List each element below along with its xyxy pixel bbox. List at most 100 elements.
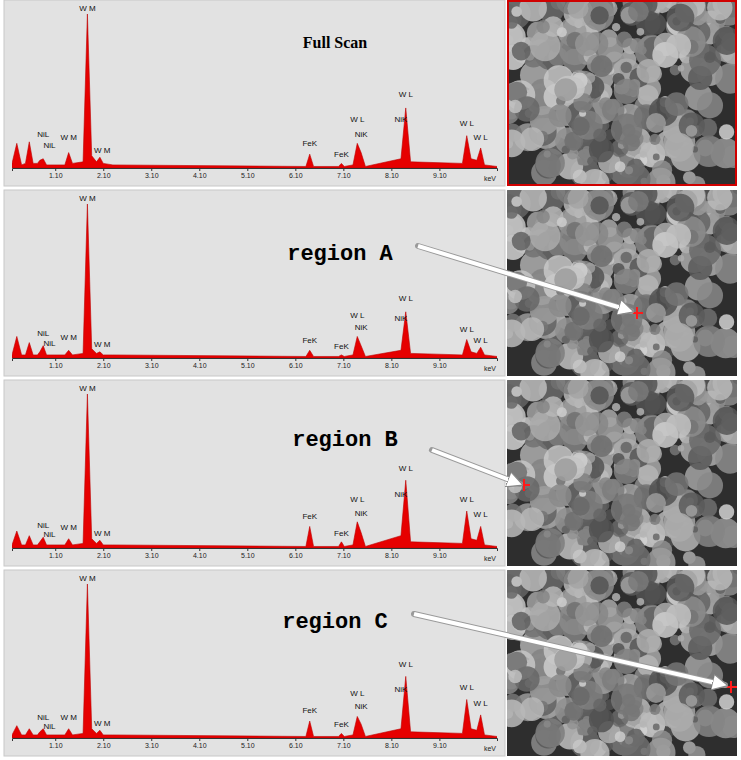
spectrum (12, 394, 497, 548)
micrograph-grain (667, 574, 695, 602)
panel: 1.102.103.104.105.106.107.108.109.10keVN… (4, 556, 741, 760)
micrograph-grain (638, 426, 647, 435)
micrograph-grain (688, 746, 705, 756)
micrograph-grain (507, 652, 527, 673)
peak-label: W L (350, 689, 365, 698)
x-axis-title: keV (484, 365, 496, 372)
micrograph-grain (697, 472, 723, 498)
micrograph-grain (593, 129, 606, 142)
spectrum (12, 584, 497, 738)
micrograph-grain (512, 232, 531, 251)
micrograph-grain (578, 158, 585, 165)
micrograph-grain (571, 687, 590, 706)
micrograph-grain (646, 493, 666, 513)
x-tick-label: 9.10 (433, 172, 447, 179)
micrograph-grain (578, 538, 585, 545)
x-tick-mark (151, 738, 152, 741)
micrograph-grain (508, 100, 522, 114)
micrograph-grain (715, 444, 737, 474)
peak-label: W M (94, 719, 111, 728)
x-axis-title: keV (484, 175, 496, 182)
micrograph-grain (611, 684, 642, 715)
micrograph-grain (520, 317, 544, 341)
peak-label: FeK (334, 720, 349, 729)
peak-label: W L (460, 119, 475, 128)
micrograph-grain (625, 546, 633, 554)
x-tick-label: 1.10 (49, 172, 63, 179)
micrograph-grain (621, 252, 632, 263)
x-tick-mark (295, 738, 296, 741)
x-tick-label: 6.10 (289, 362, 303, 369)
micrograph-grain (686, 125, 698, 137)
micrograph-grain (554, 78, 577, 101)
peak-label: NiL (37, 521, 50, 530)
micrograph-grain (713, 217, 737, 245)
figure: 1.102.103.104.105.106.107.108.109.10keVN… (0, 0, 741, 760)
probe-cross-line (636, 307, 638, 319)
micrograph-grain (715, 64, 737, 94)
x-tick: 8.10 (385, 168, 399, 179)
micrograph-grain (593, 319, 606, 332)
x-tick: 8.10 (385, 358, 399, 369)
micrograph-grain (519, 0, 547, 22)
arrow-outline (418, 246, 631, 311)
micrograph-grain (593, 699, 606, 712)
chart-background (4, 380, 505, 566)
micrograph-grain (567, 570, 588, 589)
peak-label: NiL (37, 713, 50, 722)
peak-label: W M (79, 384, 96, 393)
x-axis-title: keV (484, 745, 496, 752)
micrograph-grain (549, 674, 572, 697)
peak-label: W L (460, 325, 475, 334)
x-tick-label: 8.10 (385, 362, 399, 369)
peak-label: NiL (37, 130, 50, 139)
x-tick: 2.10 (97, 548, 111, 559)
micrograph-grain (625, 736, 633, 744)
x-tick: 7.10 (337, 738, 351, 749)
x-tick-label: 8.10 (385, 172, 399, 179)
micrograph-grain (640, 151, 647, 158)
x-tick: 9.10 (433, 358, 447, 369)
micrograph-grain (715, 634, 737, 664)
micrograph-grain (567, 0, 588, 19)
micrograph-grain (649, 324, 660, 335)
peak-label: W M (60, 133, 77, 142)
x-axis-line (13, 359, 498, 362)
panel: 1.102.103.104.105.106.107.108.109.10keVN… (4, 176, 741, 388)
micrograph-grain (688, 366, 705, 376)
panel-title: Full Scan (303, 34, 368, 51)
x-tick-mark (295, 358, 296, 361)
x-tick-mark (343, 548, 344, 551)
micrograph-grain (646, 113, 666, 133)
micrograph-grain (557, 597, 567, 607)
micrograph-grain (646, 683, 666, 703)
micrograph-grain (665, 472, 689, 496)
micrograph-grain (587, 156, 598, 167)
micrograph-grain (693, 135, 725, 167)
micrograph-grain (665, 703, 694, 732)
micrograph-grain (590, 386, 608, 404)
x-tick-label: 5.10 (241, 362, 255, 369)
micrograph-grain (625, 166, 633, 174)
micrograph-grain (715, 254, 737, 284)
spectrum (12, 204, 497, 358)
x-tick-mark (247, 358, 248, 361)
micrograph-grain (686, 315, 698, 327)
micrograph-grain (637, 59, 661, 83)
micrograph-grain (590, 6, 608, 24)
plot-area (12, 14, 497, 168)
micrograph-grain (512, 42, 531, 61)
x-tick-mark (103, 168, 104, 171)
peak-label: W M (94, 529, 111, 538)
x-axis: 1.102.103.104.105.106.107.108.109.10 (13, 168, 498, 179)
micrograph-grain (591, 435, 613, 457)
micrograph-grain (693, 325, 725, 357)
x-tick-label: 7.10 (337, 172, 351, 179)
x-tick-mark (295, 548, 296, 551)
x-tick-label: 9.10 (433, 742, 447, 749)
peak-label: NiK (355, 702, 369, 711)
peak-label: NiL (43, 141, 56, 150)
x-tick-label: 1.10 (49, 362, 63, 369)
x-tick: 5.10 (241, 548, 255, 559)
x-tick-label: 3.10 (145, 552, 159, 559)
